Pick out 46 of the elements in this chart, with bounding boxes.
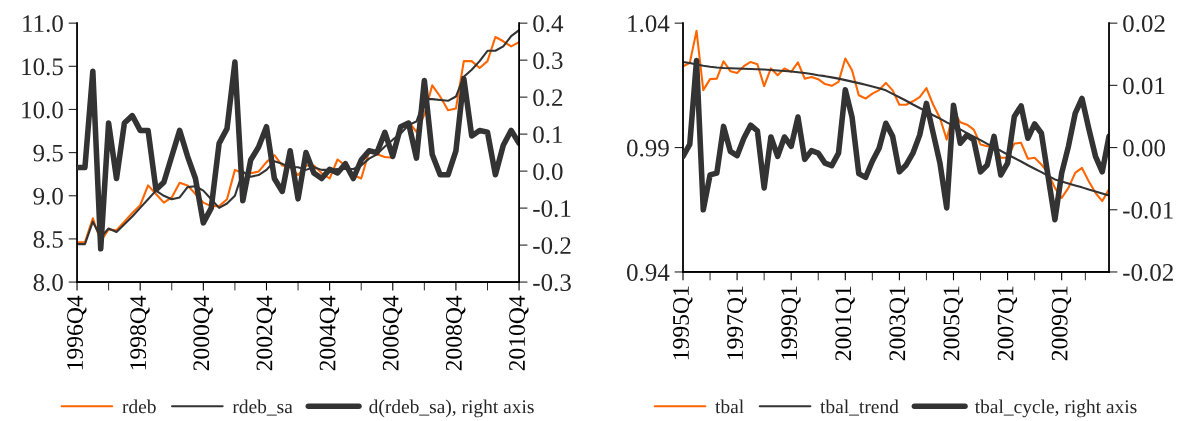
line-series [683, 29, 1110, 203]
y-tick-label: 9.5 [33, 144, 63, 162]
x-tick-label: 2008Q4 [445, 295, 466, 371]
y2-tick-label: 0.00 [1123, 139, 1166, 157]
y2-tick-label: -0.1 [533, 200, 571, 218]
x-tick-label: 2003Q1 [889, 286, 909, 361]
y2-tick-label: 0.1 [533, 126, 563, 144]
x-tick-label: 1999Q1 [781, 286, 801, 360]
y-tick-label: 10.5 [22, 58, 63, 76]
legend-label: rdeb [122, 399, 156, 414]
x-tick-label: 2001Q1 [835, 286, 855, 361]
x-tick-label: 2006Q4 [382, 295, 403, 371]
x-tick-label: 1996Q4 [67, 295, 87, 370]
x-tick-label: 2000Q4 [193, 295, 213, 371]
legend-label: tbal [715, 399, 744, 414]
y-tick-label: 8.5 [33, 230, 63, 248]
y2-tick-label: -0.2 [533, 237, 571, 255]
y-tick-label: 10.0 [22, 101, 63, 119]
y-tick-label: 11.0 [23, 15, 63, 33]
y-tick-label: 9.0 [33, 187, 63, 205]
x-tick-label: 1997Q1 [727, 286, 747, 360]
x-tick-label: 1995Q1 [673, 286, 693, 360]
y2-tick-label: 0.3 [533, 52, 563, 70]
y-tick-label: 0.94 [627, 264, 670, 281]
x-tick-label: 1998Q4 [130, 295, 150, 370]
legend-label: rdeb_sa [232, 399, 293, 416]
y-tick-label: 1.04 [628, 15, 670, 33]
x-tick-label: 2010Q4 [509, 295, 529, 371]
x-tick-label: 2002Q4 [256, 295, 276, 371]
x-tick-label: 2009Q1 [1051, 286, 1072, 361]
legend-label: d(rdeb_sa), right axis [369, 399, 534, 418]
legend-label: tbal_cycle, right axis [974, 399, 1137, 418]
y2-tick-label: -0.01 [1123, 201, 1173, 219]
x-tick-label: 2007Q1 [997, 286, 1018, 361]
y2-tick-label: 0.2 [533, 89, 563, 107]
y2-tick-label: -0.02 [1123, 264, 1173, 281]
x-tick-label: 2005Q1 [943, 286, 963, 361]
y-tick-label: 8.0 [33, 274, 63, 292]
y2-tick-label: 0.0 [533, 163, 563, 181]
y2-tick-label: 0.02 [1123, 15, 1165, 33]
legend-label: tbal_trend [820, 399, 899, 416]
x-tick-label: 2004Q4 [319, 295, 340, 371]
y2-tick-label: 0.01 [1123, 77, 1165, 95]
y2-tick-label: 0.4 [533, 15, 564, 33]
y-tick-label: 0.99 [627, 139, 669, 157]
y2-tick-label: -0.3 [533, 274, 571, 292]
